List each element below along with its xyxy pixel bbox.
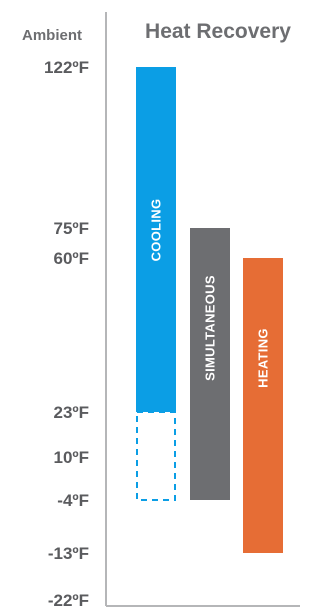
- simultaneous-bar-label: SIMULTANEOUS: [203, 275, 218, 381]
- y-tick-label: -4ºF: [57, 491, 89, 510]
- y-tick-label: -22ºF: [48, 591, 89, 609]
- ambient-axis-title: Ambient: [22, 27, 82, 44]
- y-tick-labels: 122ºF 75ºF 60ºF 23ºF 10ºF -4ºF -13ºF -22ºF: [44, 58, 89, 609]
- heating-bar-label: HEATING: [256, 328, 271, 388]
- chart-title: Heat Recovery: [145, 20, 291, 43]
- cooling-bar-label: COOLING: [149, 199, 164, 262]
- y-tick-label: 122ºF: [44, 58, 89, 77]
- y-tick-label: 60ºF: [53, 249, 89, 268]
- y-tick-label: -13ºF: [48, 544, 89, 563]
- simultaneous-bar: [190, 228, 230, 500]
- y-tick-label: 23ºF: [53, 403, 89, 422]
- cooling-bar: [136, 67, 176, 412]
- heating-bar: [243, 258, 283, 553]
- range-bars: COOLING SIMULTANEOUS HEATING: [136, 67, 283, 553]
- y-tick-label: 75ºF: [53, 219, 89, 238]
- y-tick-label: 10ºF: [53, 448, 89, 467]
- cooling-extended-range: [136, 411, 176, 501]
